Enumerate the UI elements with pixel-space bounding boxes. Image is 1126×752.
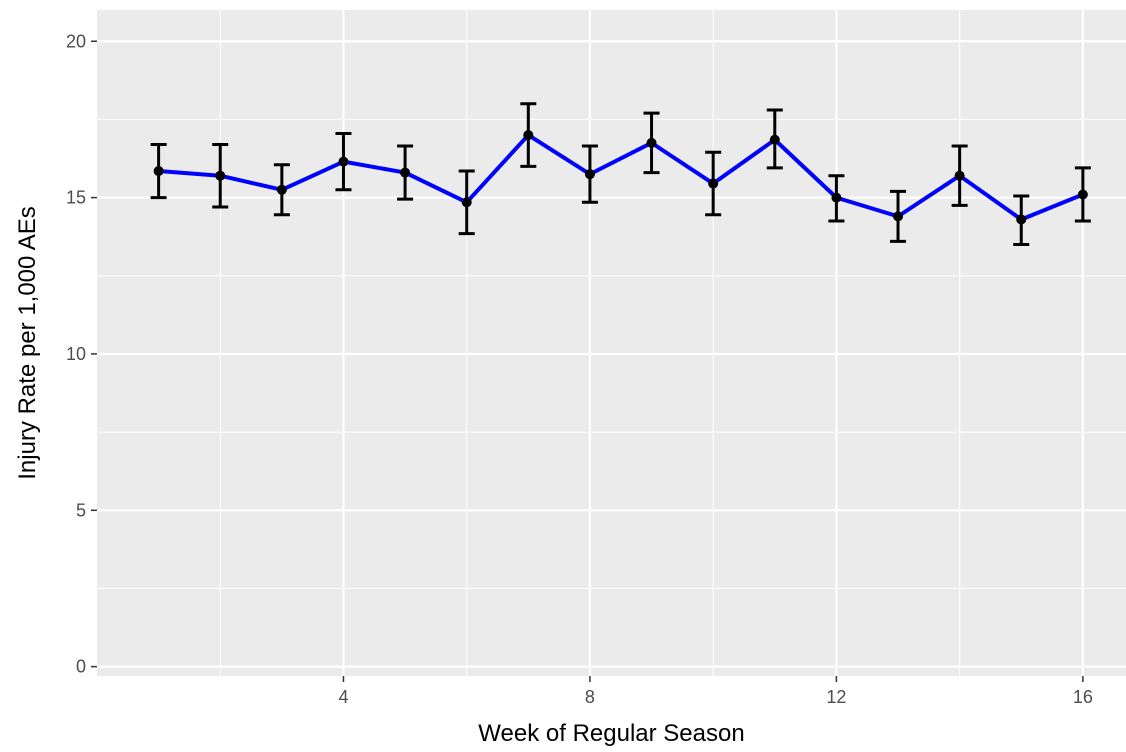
data-point [893,211,904,222]
x-tick-label: 4 [338,687,348,707]
plot-panel [97,10,1126,676]
y-axis-title: Injury Rate per 1,000 AEs [14,206,41,480]
data-point [338,156,349,167]
data-point [1016,214,1027,225]
data-point [461,197,472,208]
series-layer [150,102,1091,247]
y-tick-label: 0 [76,657,86,677]
data-point [523,130,534,141]
series-line [158,133,1084,222]
data-point [708,178,719,189]
x-tick-label: 8 [585,687,595,707]
x-axis-ticks: 4 8 12 16 [338,676,1093,707]
minor-gridlines [97,10,1126,676]
data-point [769,134,780,145]
data-point [646,137,657,148]
data-point [276,184,287,195]
y-tick-label: 10 [66,344,86,364]
y-tick-label: 5 [76,500,86,520]
y-tick-label: 20 [66,31,86,51]
data-point [584,169,595,180]
x-axis-title: Week of Regular Season [478,720,744,747]
data-point [1077,189,1088,200]
data-point [400,167,411,178]
major-gridlines [97,10,1126,676]
data-point [831,192,842,203]
y-axis-ticks: 0 5 10 15 20 [66,31,97,677]
data-point [954,170,965,181]
y-tick-label: 15 [66,188,86,208]
x-tick-label: 16 [1073,687,1093,707]
data-point [153,166,164,177]
x-tick-label: 12 [826,687,846,707]
data-point [215,170,226,181]
